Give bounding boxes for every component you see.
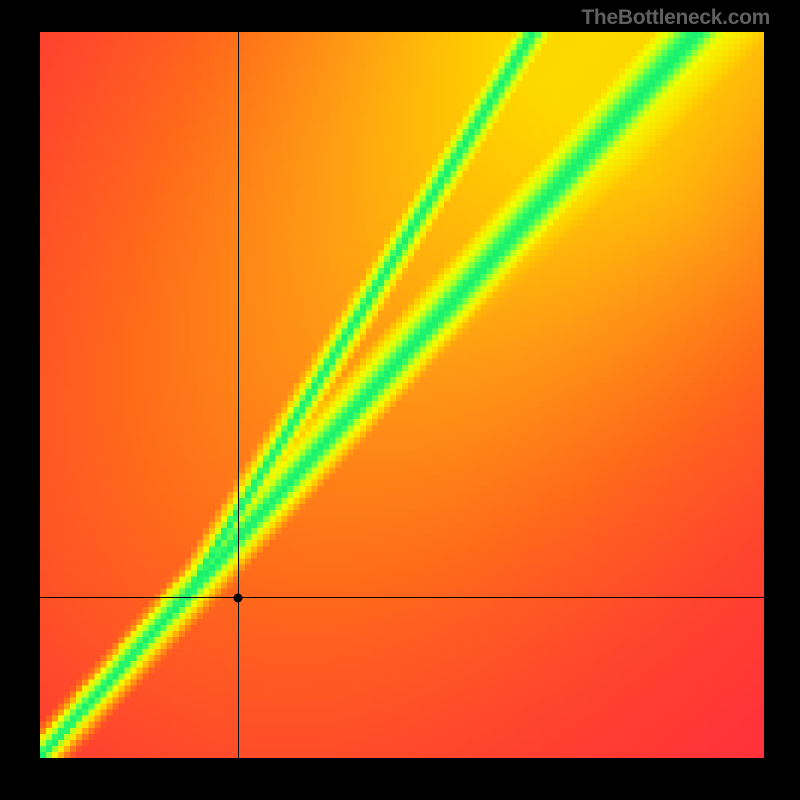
bottleneck-heatmap	[40, 32, 764, 758]
crosshair-horizontal	[40, 597, 764, 598]
watermark-text: TheBottleneck.com	[581, 6, 770, 30]
crosshair-vertical	[238, 32, 239, 758]
figure-root: TheBottleneck.com	[0, 0, 800, 800]
crosshair-dot	[234, 593, 243, 602]
heatmap-canvas	[40, 32, 764, 758]
